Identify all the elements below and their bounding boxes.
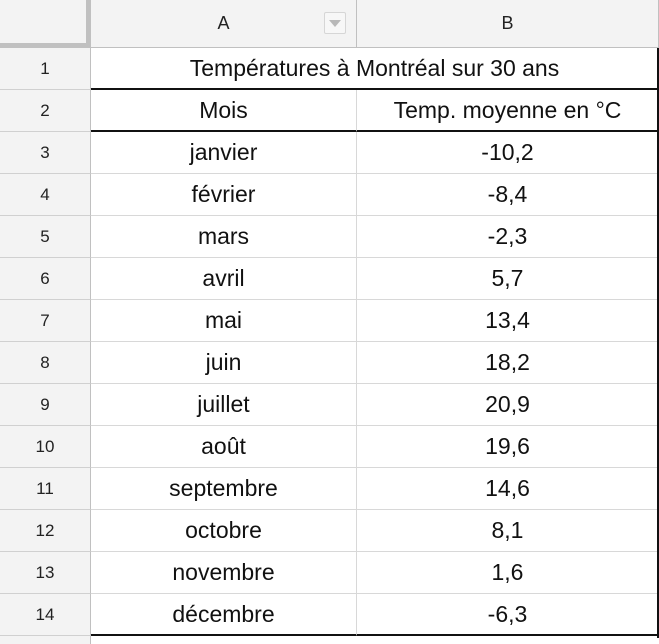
cell-b11[interactable]: 14,6 xyxy=(357,468,659,510)
cell-b12[interactable]: 8,1 xyxy=(357,510,659,552)
filter-dropdown-button[interactable] xyxy=(324,12,346,34)
grid-row-14: 14 décembre -6,3 xyxy=(0,594,659,636)
row-header-9[interactable]: 9 xyxy=(0,384,91,426)
column-header-a[interactable]: A xyxy=(91,0,357,48)
row-header-10[interactable]: 10 xyxy=(0,426,91,468)
cell-a14[interactable]: décembre xyxy=(91,594,357,636)
row-header-7[interactable]: 7 xyxy=(0,300,91,342)
row-header-1[interactable]: 1 xyxy=(0,48,91,90)
grid-row-4: 4 février -8,4 xyxy=(0,174,659,216)
cell-a9[interactable]: juillet xyxy=(91,384,357,426)
cell-a12[interactable]: octobre xyxy=(91,510,357,552)
cell-a7[interactable]: mai xyxy=(91,300,357,342)
grid-row-8: 8 juin 18,2 xyxy=(0,342,659,384)
grid-row-6: 6 avril 5,7 xyxy=(0,258,659,300)
grid-row-2: 2 Mois Temp. moyenne en °C xyxy=(0,90,659,132)
cell-b3[interactable]: -10,2 xyxy=(357,132,659,174)
cell-a5[interactable]: mars xyxy=(91,216,357,258)
cell-b8[interactable]: 18,2 xyxy=(357,342,659,384)
cell-a2[interactable]: Mois xyxy=(91,90,357,132)
cell-a11[interactable]: septembre xyxy=(91,468,357,510)
row-header-12[interactable]: 12 xyxy=(0,510,91,552)
cell-b2[interactable]: Temp. moyenne en °C xyxy=(357,90,659,132)
row-header-11[interactable]: 11 xyxy=(0,468,91,510)
row-header-2[interactable]: 2 xyxy=(0,90,91,132)
cell-a8[interactable]: juin xyxy=(91,342,357,384)
grid-row-10: 10 août 19,6 xyxy=(0,426,659,468)
cell-b14[interactable]: -6,3 xyxy=(357,594,659,636)
grid-row-3: 3 janvier -10,2 xyxy=(0,132,659,174)
cell-b13[interactable]: 1,6 xyxy=(357,552,659,594)
grid-row-5: 5 mars -2,3 xyxy=(0,216,659,258)
grid-row-15-partial xyxy=(0,636,659,644)
row-header-8[interactable]: 8 xyxy=(0,342,91,384)
column-header-row: A B xyxy=(0,0,659,48)
grid-row-12: 12 octobre 8,1 xyxy=(0,510,659,552)
cell-a6[interactable]: avril xyxy=(91,258,357,300)
grid-row-1: 1 Températures à Montréal sur 30 ans xyxy=(0,48,659,90)
row-header-14[interactable]: 14 xyxy=(0,594,91,636)
cell-b7[interactable]: 13,4 xyxy=(357,300,659,342)
cell-a3[interactable]: janvier xyxy=(91,132,357,174)
grid-row-7: 7 mai 13,4 xyxy=(0,300,659,342)
row-header-5[interactable]: 5 xyxy=(0,216,91,258)
cell-b6[interactable]: 5,7 xyxy=(357,258,659,300)
cell-b4[interactable]: -8,4 xyxy=(357,174,659,216)
grid-row-11: 11 septembre 14,6 xyxy=(0,468,659,510)
column-header-b-label: B xyxy=(501,13,514,33)
row-header-4[interactable]: 4 xyxy=(0,174,91,216)
chevron-down-icon xyxy=(329,19,341,27)
row-header-15[interactable] xyxy=(0,636,91,644)
row-header-13[interactable]: 13 xyxy=(0,552,91,594)
cell-a10[interactable]: août xyxy=(91,426,357,468)
grid-row-13: 13 novembre 1,6 xyxy=(0,552,659,594)
row-header-3[interactable]: 3 xyxy=(0,132,91,174)
cell-b10[interactable]: 19,6 xyxy=(357,426,659,468)
column-header-a-label: A xyxy=(217,13,230,33)
column-header-b[interactable]: B xyxy=(357,0,659,48)
row-header-6[interactable]: 6 xyxy=(0,258,91,300)
cell-a13[interactable]: novembre xyxy=(91,552,357,594)
cell-b5[interactable]: -2,3 xyxy=(357,216,659,258)
cell-title-merged[interactable]: Températures à Montréal sur 30 ans xyxy=(91,48,659,90)
select-all-corner[interactable] xyxy=(0,0,91,48)
cell-a4[interactable]: février xyxy=(91,174,357,216)
cell-b9[interactable]: 20,9 xyxy=(357,384,659,426)
grid-row-9: 9 juillet 20,9 xyxy=(0,384,659,426)
table-right-border xyxy=(657,48,659,638)
